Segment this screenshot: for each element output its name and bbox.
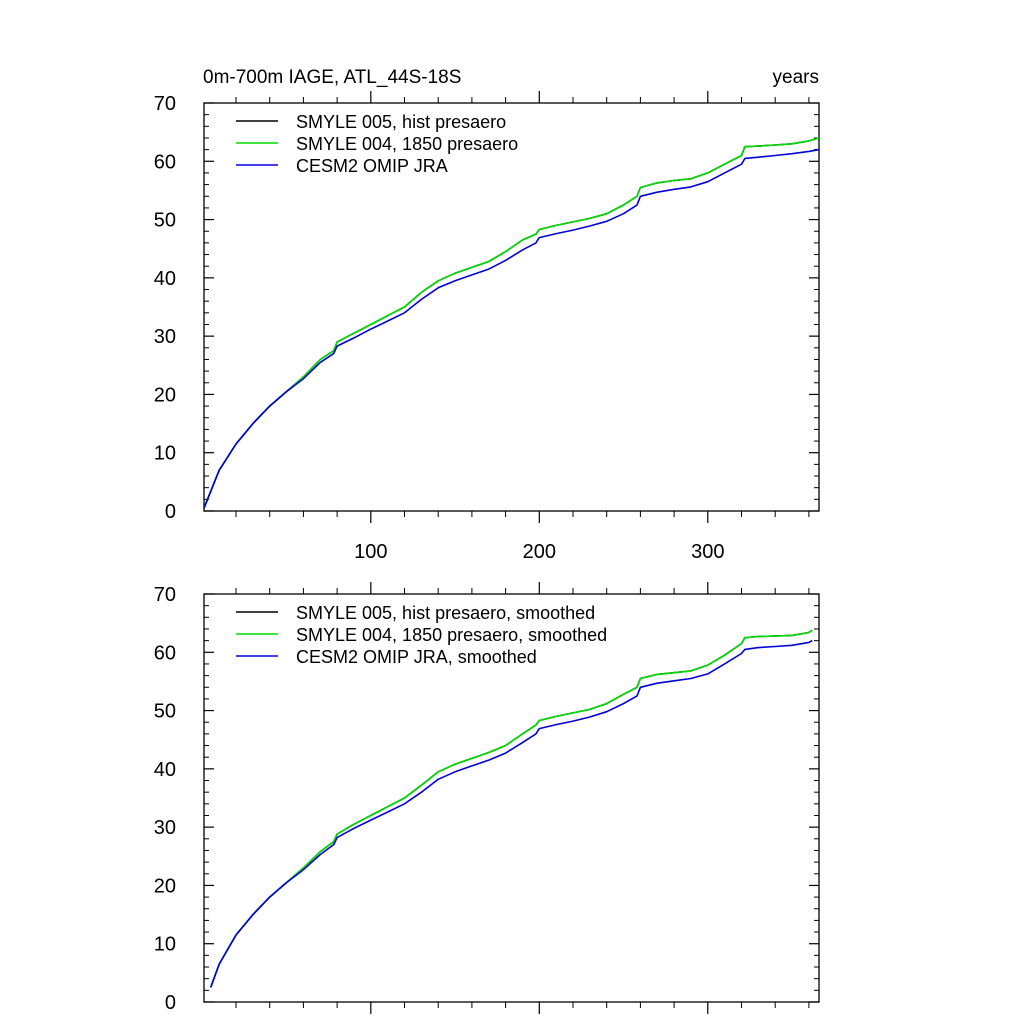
axis-ticks-top: 0 10 20 30 40 50 60 70 100 200 300 (154, 91, 819, 563)
y-tick-label: 70 (154, 93, 176, 115)
x-tick-label: 200 (523, 541, 556, 563)
series-lines-bottom (209, 629, 813, 988)
y-tick-label: 0 (165, 501, 176, 523)
y-tick-label: 50 (154, 210, 176, 232)
legend-bottom: SMYLE 005, hist presaero, smoothedSMYLE … (236, 603, 607, 667)
legend-label-1: SMYLE 004, 1850 presaero, smoothed (296, 625, 607, 645)
y-tick-label: 30 (154, 817, 176, 839)
series-line-1 (203, 137, 820, 509)
legend-label-1: SMYLE 004, 1850 presaero (296, 134, 518, 154)
series-line-2 (203, 148, 820, 509)
panel-top: 0m-700m IAGE, ATL_44S-18S years 0 10 20 30 4… (154, 67, 820, 563)
plot-area-top (203, 102, 820, 512)
y-tick-label: 0 (165, 992, 176, 1014)
legend-label-2: CESM2 OMIP JRA (296, 156, 448, 176)
panel-top-title: 0m-700m IAGE, ATL_44S-18S (203, 67, 461, 88)
series-line-0 (203, 137, 820, 509)
y-tick-label: 20 (154, 875, 176, 897)
y-tick-label: 70 (154, 584, 176, 606)
y-tick-label: 50 (154, 701, 176, 723)
y-tick-label: 30 (154, 326, 176, 348)
series-line-0 (209, 629, 813, 988)
x-tick-label: 300 (691, 541, 724, 563)
y-tick-label: 40 (154, 268, 176, 290)
y-tick-label: 60 (154, 151, 176, 173)
legend-label-0: SMYLE 005, hist presaero, smoothed (296, 603, 595, 623)
panel-top-units: years (773, 67, 819, 88)
y-tick-label: 10 (154, 443, 176, 465)
panel-bottom: 0 10 20 30 40 50 60 70 SMYLE 005, hist presaero… (154, 582, 820, 1014)
legend-label-0: SMYLE 005, hist presaero (296, 112, 506, 132)
series-lines-top (203, 137, 820, 509)
series-line-1 (209, 629, 813, 988)
y-tick-label: 60 (154, 642, 176, 664)
plot-area-bottom (203, 593, 820, 1003)
y-tick-label: 20 (154, 384, 176, 406)
y-tick-label: 40 (154, 759, 176, 781)
series-line-2 (209, 639, 813, 988)
legend-label-2: CESM2 OMIP JRA, smoothed (296, 647, 537, 667)
y-tick-label: 10 (154, 934, 176, 956)
axis-ticks-bottom: 0 10 20 30 40 50 60 70 (154, 582, 819, 1014)
x-tick-label: 100 (354, 541, 387, 563)
